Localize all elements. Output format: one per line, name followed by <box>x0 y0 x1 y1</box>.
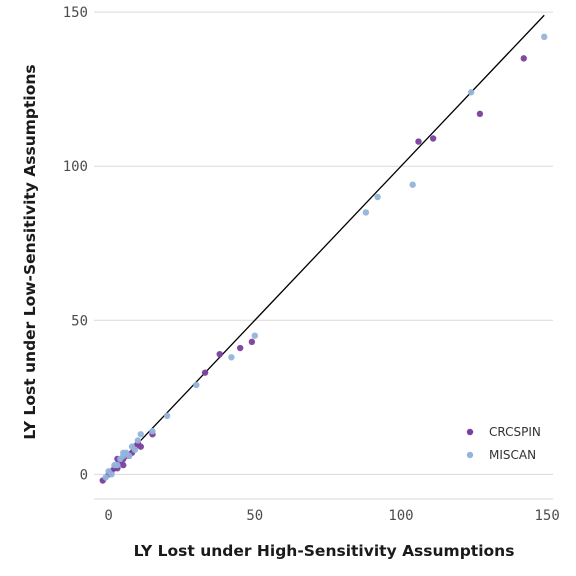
legend-marker-crcspin <box>466 428 474 436</box>
point-crcspin-21 <box>429 135 437 142</box>
x-tick-label-0: 0 <box>104 508 112 524</box>
y-tick-label-100: 100 <box>63 159 88 175</box>
series-miscan <box>102 33 548 481</box>
legend-label-miscan: MISCAN <box>489 448 536 462</box>
data-points <box>99 33 548 484</box>
legend: CRCSPIN MISCAN <box>466 425 541 462</box>
x-axis-ticks: 0 50 100 150 <box>104 508 559 524</box>
point-crcspin-14 <box>137 443 144 450</box>
x-tick-label-50: 50 <box>246 508 263 524</box>
point-crcspin-8 <box>120 461 127 469</box>
point-miscan-20 <box>374 193 381 201</box>
point-miscan-19 <box>362 209 370 216</box>
x-axis-title: LY Lost under High-Sensitivity Assumptio… <box>134 542 515 560</box>
point-miscan-22 <box>467 89 475 96</box>
point-crcspin-19 <box>248 338 256 346</box>
point-miscan-16 <box>193 381 200 389</box>
point-miscan-4 <box>114 461 121 469</box>
legend-label-crcspin: CRCSPIN <box>489 425 541 439</box>
point-miscan-23 <box>541 33 548 41</box>
legend-marker-miscan <box>466 451 474 459</box>
series-crcspin <box>99 55 527 484</box>
identity-line <box>102 14 545 481</box>
x-tick-label-150: 150 <box>535 508 560 524</box>
y-tick-label-0: 0 <box>80 467 88 483</box>
point-crcspin-16 <box>201 369 209 376</box>
point-miscan-2 <box>108 471 115 478</box>
point-crcspin-22 <box>476 110 484 118</box>
point-miscan-17 <box>228 354 235 361</box>
point-miscan-15 <box>163 412 171 420</box>
reference-line-y-equals-x <box>102 14 545 481</box>
point-miscan-13 <box>137 431 144 438</box>
point-miscan-18 <box>251 332 258 339</box>
point-miscan-0 <box>102 474 109 481</box>
x-tick-label-100: 100 <box>388 508 413 524</box>
y-axis-ticks: 0 50 100 150 <box>63 5 88 483</box>
point-crcspin-23 <box>520 55 527 62</box>
y-tick-label-50: 50 <box>71 313 88 329</box>
point-crcspin-20 <box>415 138 422 145</box>
point-crcspin-18 <box>236 344 244 352</box>
point-miscan-21 <box>409 181 416 188</box>
point-miscan-12 <box>134 437 142 444</box>
y-tick-label-150: 150 <box>63 5 88 21</box>
point-miscan-14 <box>149 428 156 435</box>
y-axis-title: LY Lost under Low-Sensitivity Assumption… <box>21 64 39 439</box>
point-crcspin-17 <box>216 350 223 358</box>
point-miscan-9 <box>125 452 133 460</box>
point-miscan-11 <box>131 446 139 453</box>
gridlines <box>94 11 553 500</box>
